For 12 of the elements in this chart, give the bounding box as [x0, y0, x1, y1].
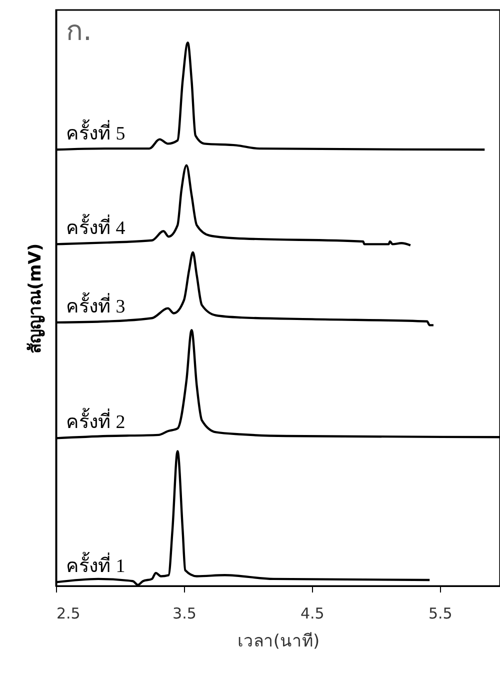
- x-tick-label: 5.5: [428, 604, 452, 622]
- x-axis-title: เวลา(นาที): [237, 632, 320, 652]
- series-label: ครั้งที่ 3: [66, 292, 126, 318]
- x-tick-label: 4.5: [300, 604, 324, 622]
- annotation: ก.: [66, 14, 92, 47]
- series-label: ครั้งที่ 5: [66, 120, 126, 145]
- series-label: ครั้งที่ 1: [66, 552, 126, 578]
- x-tick-label: 3.5: [172, 604, 196, 622]
- x-tick-label: 2.5: [56, 604, 80, 622]
- series-label: ครั้งที่ 2: [66, 408, 126, 434]
- y-axis-title: สัญญาณ(mV): [26, 243, 46, 354]
- series-label: ครั้งที่ 4: [66, 214, 126, 240]
